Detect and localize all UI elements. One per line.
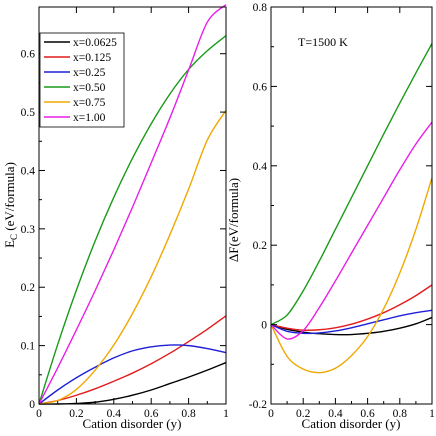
panel1-ytick-label-0: -0.2	[249, 399, 267, 411]
panel0-series-1-line	[38, 315, 227, 405]
left-ticks-group: 0 0.2 0.4 0.6 0.8 1 0 0.1 0.2 0.3 0.4 0.5 0.6	[21, 7, 229, 420]
panel1-xtick-label-1: 0.2	[296, 408, 311, 420]
right-plot-frame	[270, 6, 433, 405]
panel1-series-1-line	[270, 284, 433, 331]
panel0-series-5-line	[38, 4, 227, 405]
legend-label-5: x=1.00	[73, 112, 106, 124]
panel1-series-0-line	[270, 316, 433, 336]
panel1-ytick-label-2: 0.2	[253, 240, 268, 252]
panel1-ytick-label-3: 0.4	[253, 161, 268, 173]
panel0-ytick-label-1: 0.1	[21, 341, 36, 353]
panel1-xtick-label-5: 1	[429, 408, 435, 420]
panel0-xtick-label-3: 0.6	[144, 408, 159, 420]
panel0-ytick-label-6: 0.6	[21, 49, 36, 61]
panel0-xtick-label-2: 0.4	[107, 408, 122, 420]
right-ticks-group: 0 0.2 0.4 0.6 0.8 1-0.200.20.40.60.8	[249, 2, 435, 420]
panel0-ytick-label-4: 0.4	[21, 165, 36, 177]
panel0-series-2-line	[38, 344, 227, 405]
temperature-annotation: T=1500 K	[298, 35, 348, 49]
left-panel: 0 0.2 0.4 0.6 0.8 1 0 0.1 0.2 0.3 0.4 0.5 0.6 Cation…	[2, 4, 229, 431]
legend-label-3: x=0.50	[73, 82, 106, 94]
panel1-xtick-label-4: 0.8	[393, 408, 408, 420]
legend-label-4: x=0.75	[73, 97, 106, 109]
legend: x=0.0625 x=0.125 x=0.25 x=0.50 x=0.75 x=…	[39, 32, 125, 128]
legend-label-0: x=0.0625	[73, 37, 117, 49]
panel0-ytick-label-2: 0.2	[21, 282, 36, 294]
panel1-xtick-label-0: 0	[268, 408, 274, 420]
legend-label-2: x=0.25	[73, 67, 106, 79]
left-y-axis-label: EC (eV/formula)	[2, 162, 19, 248]
panel0-ytick-label-3: 0.3	[21, 224, 36, 236]
panel1-ytick-label-4: 0.6	[253, 81, 268, 93]
right-series-group	[270, 43, 433, 374]
right-panel: 0 0.2 0.4 0.6 0.8 1-0.200.20.40.60.8 Cation d…	[226, 2, 435, 431]
panel0-xtick-label-0: 0	[36, 408, 42, 420]
panel1-series-3-line	[270, 43, 433, 326]
panel1-ytick-label-1: 0	[261, 320, 267, 332]
left-y-axis-label-main: E	[2, 240, 17, 248]
panel0-ytick-label-0: 0	[29, 399, 35, 411]
legend-box	[39, 32, 125, 128]
panel0-series-3-line	[38, 35, 227, 405]
panel0-series-4-line	[38, 109, 227, 405]
right-x-axis-label: Cation disorder (y)	[302, 416, 401, 431]
right-y-axis-label: ΔF(eV/formula)	[226, 178, 241, 262]
left-x-axis-label: Cation disorder (y)	[83, 416, 182, 431]
panel0-xtick-label-1: 0.2	[69, 408, 84, 420]
panel0-ytick-label-5: 0.5	[21, 107, 36, 119]
left-y-axis-label-unit: (eV/formula)	[2, 162, 17, 234]
panel1-xtick-label-3: 0.6	[360, 408, 375, 420]
panel1-xtick-label-2: 0.4	[328, 408, 343, 420]
legend-label-1: x=0.125	[73, 52, 111, 64]
panel1-ytick-label-5: 0.8	[253, 2, 268, 14]
left-series-group	[38, 4, 227, 405]
panel1-series-4-line	[270, 177, 433, 374]
panel1-series-2-line	[270, 309, 433, 335]
panel0-xtick-label-5: 1	[223, 408, 229, 420]
left-y-axis-label-sub: C	[9, 234, 19, 240]
panel1-series-5-line	[270, 121, 433, 340]
panel0-xtick-label-4: 0.8	[181, 408, 196, 420]
